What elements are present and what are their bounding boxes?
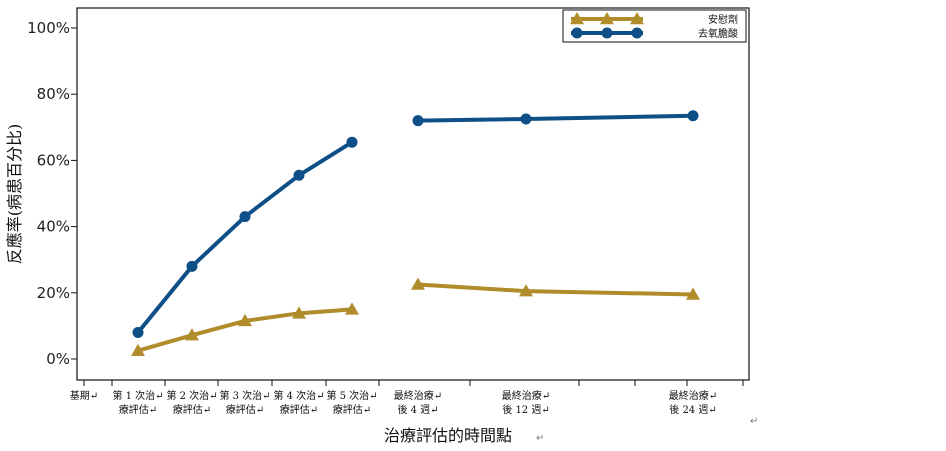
- x-tick-label: 第 1 次治↵: [112, 389, 163, 402]
- data-point: [131, 343, 145, 356]
- x-axis: 基期↵ 第 1 次治↵療評估↵第 2 次治↵療評估↵第 3 次治↵療評估↵第 4 …: [70, 380, 744, 416]
- data-point: [600, 12, 614, 25]
- x-tick-label: 療評估↵: [226, 403, 264, 416]
- stray-mark-2: ↵: [750, 416, 758, 427]
- data-point: [570, 12, 584, 25]
- x-tick-label: 後 4 週↵: [397, 403, 438, 416]
- x-tick-label: 最終治療↵: [394, 389, 442, 402]
- y-tick-label: 20%: [37, 284, 70, 302]
- x-tick-label: 最終治療↵: [502, 389, 550, 402]
- plot-border: [76, 7, 750, 381]
- x-tick-label: 療評估↵: [333, 403, 371, 416]
- data-point: [292, 306, 306, 319]
- y-tick-label: 100%: [27, 19, 70, 37]
- y-tick-label: 0%: [46, 350, 70, 368]
- x-axis-title: 治療評估的時間點: [384, 426, 512, 445]
- data-point: [345, 302, 359, 315]
- x-tick-label: 療評估↵: [173, 403, 211, 416]
- legend-box: [562, 9, 747, 43]
- x-tick-label: 基期↵: [70, 389, 98, 402]
- x-tick-label: 最終治療↵: [669, 389, 717, 402]
- y-tick-label: 80%: [37, 85, 70, 103]
- data-point: [411, 277, 425, 290]
- y-tick-label: 60%: [37, 151, 70, 169]
- data-point: [239, 211, 251, 223]
- data-point: [132, 327, 144, 339]
- series-0: [131, 277, 700, 356]
- series-layer: [131, 110, 700, 356]
- x-tick-label: 後 12 週↵: [502, 403, 549, 416]
- x-tick-label: 療評估↵: [119, 403, 157, 416]
- y-tick-label: 40%: [37, 218, 70, 236]
- data-point: [519, 284, 533, 297]
- legend-label: 去氧膽酸: [698, 27, 738, 40]
- data-point: [631, 27, 643, 39]
- data-point: [520, 113, 532, 125]
- stray-mark-1: ↵: [536, 433, 544, 444]
- data-point: [630, 12, 644, 25]
- x-tick-label: 後 24 週↵: [669, 403, 716, 416]
- data-point: [571, 27, 583, 39]
- data-point: [185, 328, 199, 341]
- series-1: [132, 110, 699, 339]
- x-tick-label: 第 4 次治↵: [273, 389, 324, 402]
- legend-label: 安慰劑: [708, 13, 738, 26]
- y-axis: 0% 20% 40% 60% 80% 100%: [27, 19, 77, 368]
- y-axis-title: 反應率(病患百分比): [5, 124, 24, 265]
- data-point: [601, 27, 613, 39]
- data-point: [686, 287, 700, 300]
- data-point: [687, 110, 699, 122]
- data-point: [186, 260, 198, 272]
- data-point: [346, 136, 358, 148]
- x-tick-label: 第 2 次治↵: [166, 389, 217, 402]
- x-tick-label: 療評估↵: [280, 403, 318, 416]
- x-tick-label: 第 3 次治↵: [219, 389, 270, 402]
- x-tick-label: 第 5 次治↵: [326, 389, 377, 402]
- plot-frame: [76, 7, 750, 381]
- data-point: [238, 313, 252, 327]
- data-point: [293, 169, 305, 181]
- data-point: [412, 115, 424, 127]
